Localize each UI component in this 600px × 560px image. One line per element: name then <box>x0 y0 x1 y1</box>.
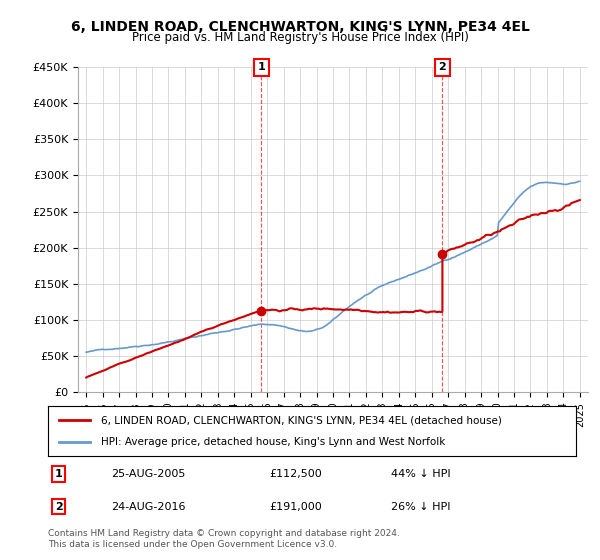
Text: 1: 1 <box>257 62 265 72</box>
Text: 26% ↓ HPI: 26% ↓ HPI <box>391 502 451 511</box>
Text: 25-AUG-2005: 25-AUG-2005 <box>112 469 186 479</box>
Text: HPI: Average price, detached house, King's Lynn and West Norfolk: HPI: Average price, detached house, King… <box>101 437 445 447</box>
Text: Price paid vs. HM Land Registry's House Price Index (HPI): Price paid vs. HM Land Registry's House … <box>131 31 469 44</box>
Text: 1: 1 <box>55 469 62 479</box>
Text: 6, LINDEN ROAD, CLENCHWARTON, KING'S LYNN, PE34 4EL: 6, LINDEN ROAD, CLENCHWARTON, KING'S LYN… <box>71 20 529 34</box>
Text: 6, LINDEN ROAD, CLENCHWARTON, KING'S LYNN, PE34 4EL (detached house): 6, LINDEN ROAD, CLENCHWARTON, KING'S LYN… <box>101 415 502 425</box>
Text: 2: 2 <box>439 62 446 72</box>
Text: £191,000: £191,000 <box>270 502 323 511</box>
Text: 2: 2 <box>55 502 62 511</box>
Text: £112,500: £112,500 <box>270 469 323 479</box>
Text: Contains HM Land Registry data © Crown copyright and database right 2024.
This d: Contains HM Land Registry data © Crown c… <box>48 529 400 549</box>
Text: 44% ↓ HPI: 44% ↓ HPI <box>391 469 451 479</box>
Text: 24-AUG-2016: 24-AUG-2016 <box>112 502 186 511</box>
